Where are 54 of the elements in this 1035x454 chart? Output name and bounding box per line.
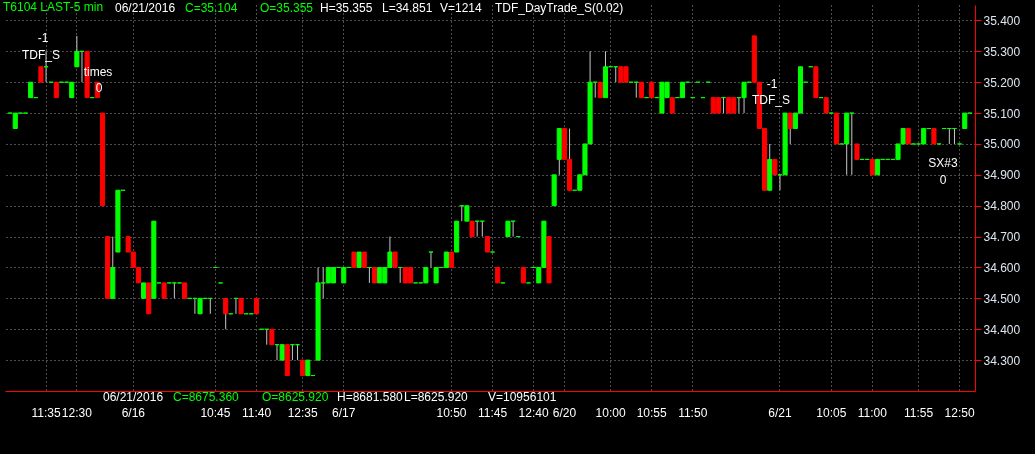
y-tick-label: 34.600 bbox=[983, 260, 1021, 275]
y-tick-label: 34.300 bbox=[983, 353, 1021, 368]
x-tick-label: 11:40 bbox=[241, 405, 272, 420]
x-tick-label: 6/17 bbox=[332, 405, 356, 420]
annotation: H=35.355 bbox=[320, 1, 373, 15]
x-tick-label: 10:50 bbox=[436, 405, 467, 420]
x-tick-label: 10:55 bbox=[636, 405, 668, 420]
x-tick-label: 10:45 bbox=[200, 405, 231, 420]
annotation: 0 bbox=[939, 173, 947, 187]
x-tick-label: 6/20 bbox=[552, 405, 577, 420]
y-tick-label: 35.400 bbox=[983, 13, 1021, 28]
x-tick-label: 11:35 bbox=[31, 405, 61, 420]
x-tick-label: 10:00 bbox=[595, 405, 626, 420]
y-tick-label: 35.000 bbox=[983, 137, 1021, 152]
annotation: C=35.104 bbox=[185, 1, 238, 15]
y-tick-label: 34.900 bbox=[983, 168, 1021, 183]
y-tick-label: 35.300 bbox=[983, 44, 1021, 59]
x-tick-label: 12:30 bbox=[61, 405, 93, 420]
candlestick bbox=[787, 112, 793, 145]
annotation: -1 bbox=[766, 77, 778, 91]
annotation: H=8681.580 bbox=[337, 390, 404, 404]
annotation: -1 bbox=[37, 31, 49, 45]
x-tick-label: 6/21 bbox=[768, 405, 792, 420]
candlestick bbox=[741, 81, 747, 114]
candlestick bbox=[223, 297, 229, 330]
x-tick-label: 12:50 bbox=[944, 405, 975, 420]
annotation: TDF_DayTrade_S(0.02) bbox=[495, 1, 624, 15]
x-tick-label: 11:50 bbox=[678, 405, 708, 420]
y-tick-label: 34.500 bbox=[983, 291, 1021, 306]
annotation: O=35.355 bbox=[260, 1, 314, 15]
annotation: 06/21/2016 bbox=[103, 390, 164, 404]
annotation: TDF_S bbox=[21, 48, 61, 62]
y-tick-label: 35.100 bbox=[983, 106, 1021, 121]
x-tick-label: 10:05 bbox=[816, 405, 847, 420]
y-tick-label: 35.200 bbox=[983, 75, 1021, 90]
annotation: SX#3 bbox=[928, 156, 958, 170]
annotation: 06/21/2016 bbox=[115, 1, 176, 15]
annotation: L=8625.920 bbox=[404, 390, 469, 404]
chart-title: T6104 LAST-5 min bbox=[3, 0, 104, 14]
annotation: O=8625.920 bbox=[262, 390, 329, 404]
annotation: V=10956101 bbox=[488, 390, 557, 404]
y-tick-label: 34.700 bbox=[983, 230, 1021, 245]
x-tick-label: 11:55 bbox=[903, 405, 934, 420]
x-tick-label: 11:45 bbox=[478, 405, 508, 420]
x-tick-label: 11:00 bbox=[857, 405, 888, 420]
annotation: C=8675.360 bbox=[173, 390, 240, 404]
annotation: V=1214 bbox=[440, 1, 483, 15]
x-tick-label: 6/16 bbox=[121, 405, 146, 420]
x-tick-label: 12:40 bbox=[518, 405, 549, 420]
candlestick bbox=[428, 251, 434, 268]
y-tick-label: 34.400 bbox=[983, 322, 1021, 337]
x-tick-label: 12:35 bbox=[287, 405, 319, 420]
annotation: L=34.851 bbox=[382, 1, 433, 15]
y-tick-label: 34.800 bbox=[983, 199, 1021, 214]
